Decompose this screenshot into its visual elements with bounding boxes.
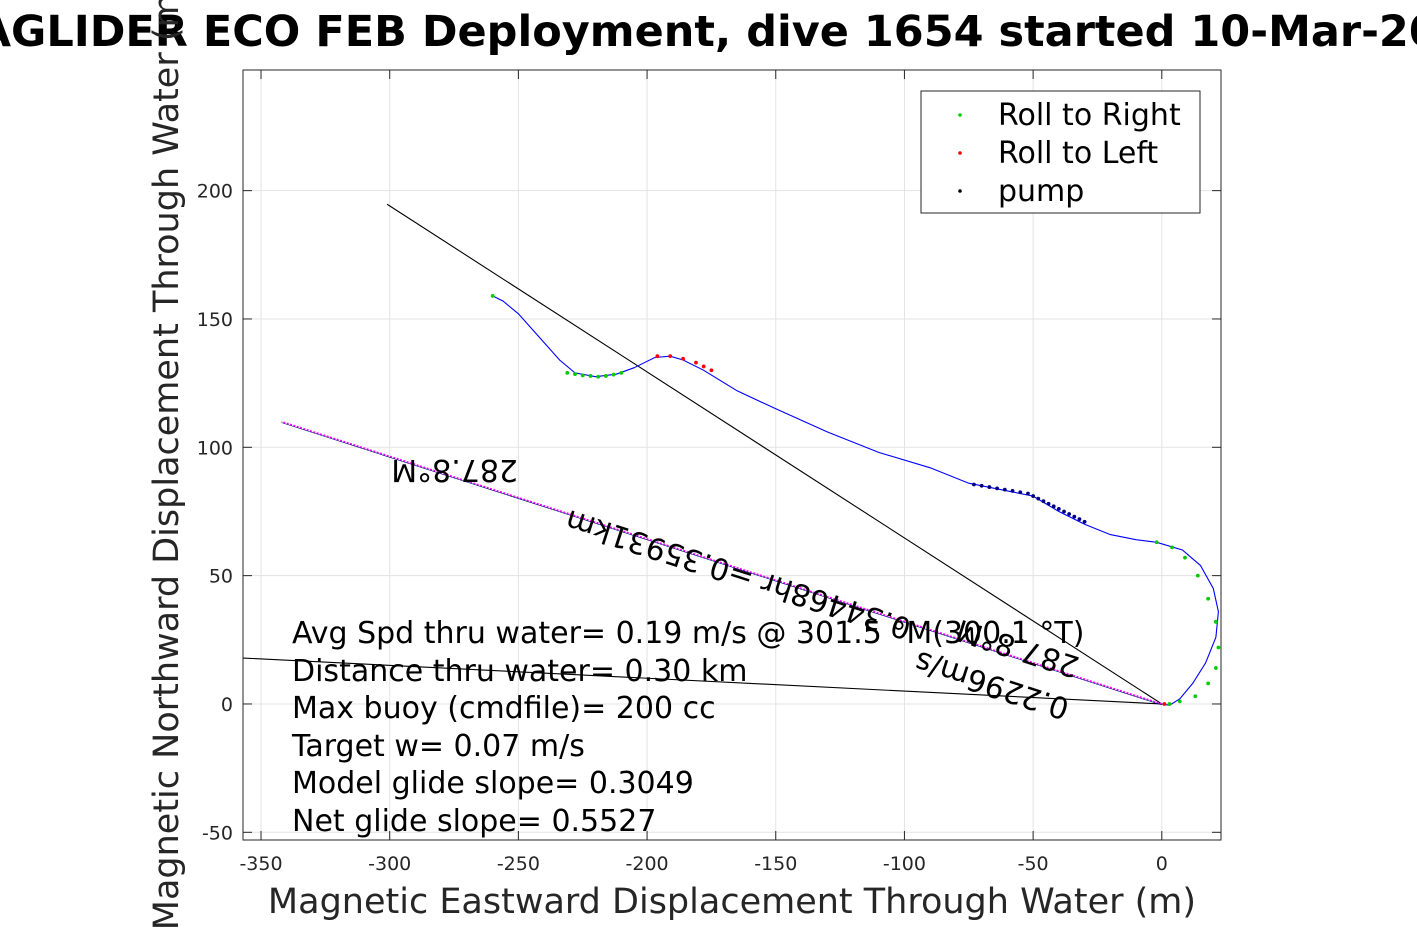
legend-label-roll-left: Roll to Left bbox=[998, 136, 1158, 171]
y-tick-label: 0 bbox=[221, 694, 233, 716]
roll-to-left-point bbox=[701, 364, 706, 369]
x-tick-label: -200 bbox=[626, 853, 669, 875]
roll-to-right-point bbox=[1183, 555, 1187, 560]
x-tick-label: -100 bbox=[883, 853, 926, 875]
legend-label-pump: pump bbox=[998, 174, 1084, 209]
stats-annotation: Avg Spd thru water= 0.19 m/s @ 301.5 °M(… bbox=[291, 616, 1084, 839]
x-tick-label: -350 bbox=[239, 853, 282, 875]
roll-to-left-point bbox=[681, 356, 685, 361]
roll-to-right-point bbox=[1170, 545, 1174, 550]
y-axis-label: Magnetic Northward Displacement Through … bbox=[147, 0, 187, 930]
reference-lines bbox=[243, 203, 1163, 706]
bearing-label-1: 287.8°M bbox=[391, 452, 518, 487]
data-points bbox=[490, 293, 1221, 706]
pump-point bbox=[1031, 494, 1036, 498]
x-tick-label: -150 bbox=[754, 853, 797, 875]
roll-to-right-point bbox=[588, 374, 593, 378]
pump-point bbox=[1002, 487, 1007, 492]
pump-point bbox=[1041, 499, 1046, 504]
roll-to-right-point bbox=[1213, 619, 1218, 624]
annotation-avg-speed: Avg Spd thru water= 0.19 m/s @ 301.5 °M(… bbox=[292, 616, 1084, 651]
y-tick-label: 150 bbox=[197, 309, 233, 331]
pump-point bbox=[1062, 509, 1066, 514]
y-tick-label: 100 bbox=[197, 437, 233, 459]
roll-to-right-point bbox=[1206, 596, 1211, 601]
roll-to-right-point bbox=[565, 370, 570, 375]
legend: Roll to Right Roll to Left pump bbox=[920, 90, 1201, 214]
y-tick-label: 200 bbox=[197, 181, 233, 203]
roll-to-right-point bbox=[1216, 645, 1221, 650]
roll-to-right-point bbox=[1213, 666, 1218, 670]
pump-point bbox=[972, 482, 976, 487]
roll-to-right-point bbox=[1193, 694, 1198, 699]
annotation-distance: Distance thru water= 0.30 km bbox=[292, 654, 747, 689]
chart-title: SEAGLIDER ECO FEB Deployment, dive 1654 … bbox=[0, 7, 1417, 57]
roll-to-right-point bbox=[490, 293, 495, 298]
x-tick-label: -50 bbox=[1018, 853, 1049, 875]
roll-to-right-point bbox=[580, 373, 585, 378]
roll-to-right-point bbox=[1167, 702, 1172, 706]
legend-marker-roll-right bbox=[958, 113, 962, 117]
roll-to-left-point bbox=[709, 368, 714, 373]
roll-to-right-point bbox=[1177, 699, 1182, 704]
roll-to-right-point bbox=[611, 372, 616, 377]
roll-to-left-point bbox=[694, 360, 698, 365]
axis-ticks: -350 -300 -250 -200 -150 -100 -50 0 -50 0 50 100 150… bbox=[197, 70, 1221, 875]
roll-to-right-point bbox=[573, 372, 577, 377]
legend-box bbox=[920, 90, 1201, 214]
annotation-target-w: Target w= 0.07 m/s bbox=[291, 729, 585, 764]
pump-point bbox=[979, 483, 984, 488]
legend-marker-roll-left bbox=[958, 151, 962, 155]
pump-point bbox=[995, 486, 999, 491]
reference-line-shadow bbox=[281, 422, 1162, 706]
roll-to-right-point bbox=[619, 370, 624, 375]
reference-line-2 bbox=[281, 420, 1163, 705]
roll-to-right-point bbox=[1195, 573, 1200, 578]
annotation-net-glide-slope: Net glide slope= 0.5527 bbox=[292, 804, 656, 839]
x-tick-label: -300 bbox=[368, 853, 411, 875]
pump-point bbox=[1010, 489, 1015, 493]
pump-point bbox=[1036, 496, 1041, 501]
legend-label-roll-right: Roll to Right bbox=[998, 98, 1181, 133]
pump-point bbox=[1072, 514, 1077, 519]
x-axis-label: Magnetic Eastward Displacement Through W… bbox=[268, 882, 1196, 922]
reference-line-0 bbox=[386, 203, 1163, 705]
x-tick-label: -250 bbox=[497, 853, 540, 875]
axes-frame bbox=[242, 69, 1222, 841]
roll-to-right-point bbox=[603, 374, 608, 378]
pump-point bbox=[1067, 512, 1072, 516]
pump-point bbox=[1082, 519, 1087, 524]
pump-point bbox=[1077, 517, 1082, 522]
annotation-model-glide-slope: Model glide slope= 0.3049 bbox=[292, 766, 694, 801]
roll-to-right-point bbox=[1206, 681, 1211, 686]
y-tick-label: 50 bbox=[209, 566, 233, 588]
roll-to-right-point bbox=[1154, 540, 1159, 545]
roll-to-left-point bbox=[668, 354, 673, 359]
pump-point bbox=[1046, 501, 1051, 506]
y-tick-label: -50 bbox=[202, 822, 233, 844]
reference-line-1 bbox=[243, 657, 1162, 705]
pump-point bbox=[1056, 507, 1061, 511]
pump-point bbox=[987, 485, 992, 489]
annotation-max-buoy: Max buoy (cmdfile)= 200 cc bbox=[292, 691, 716, 726]
roll-to-right-point bbox=[596, 374, 601, 379]
legend-marker-pump bbox=[958, 189, 962, 193]
pump-point bbox=[1051, 504, 1056, 509]
x-tick-label: 0 bbox=[1156, 853, 1168, 875]
roll-to-left-point bbox=[1162, 702, 1167, 706]
pump-point bbox=[1026, 491, 1030, 496]
pump-point bbox=[1018, 490, 1023, 495]
roll-to-left-point bbox=[655, 354, 660, 359]
